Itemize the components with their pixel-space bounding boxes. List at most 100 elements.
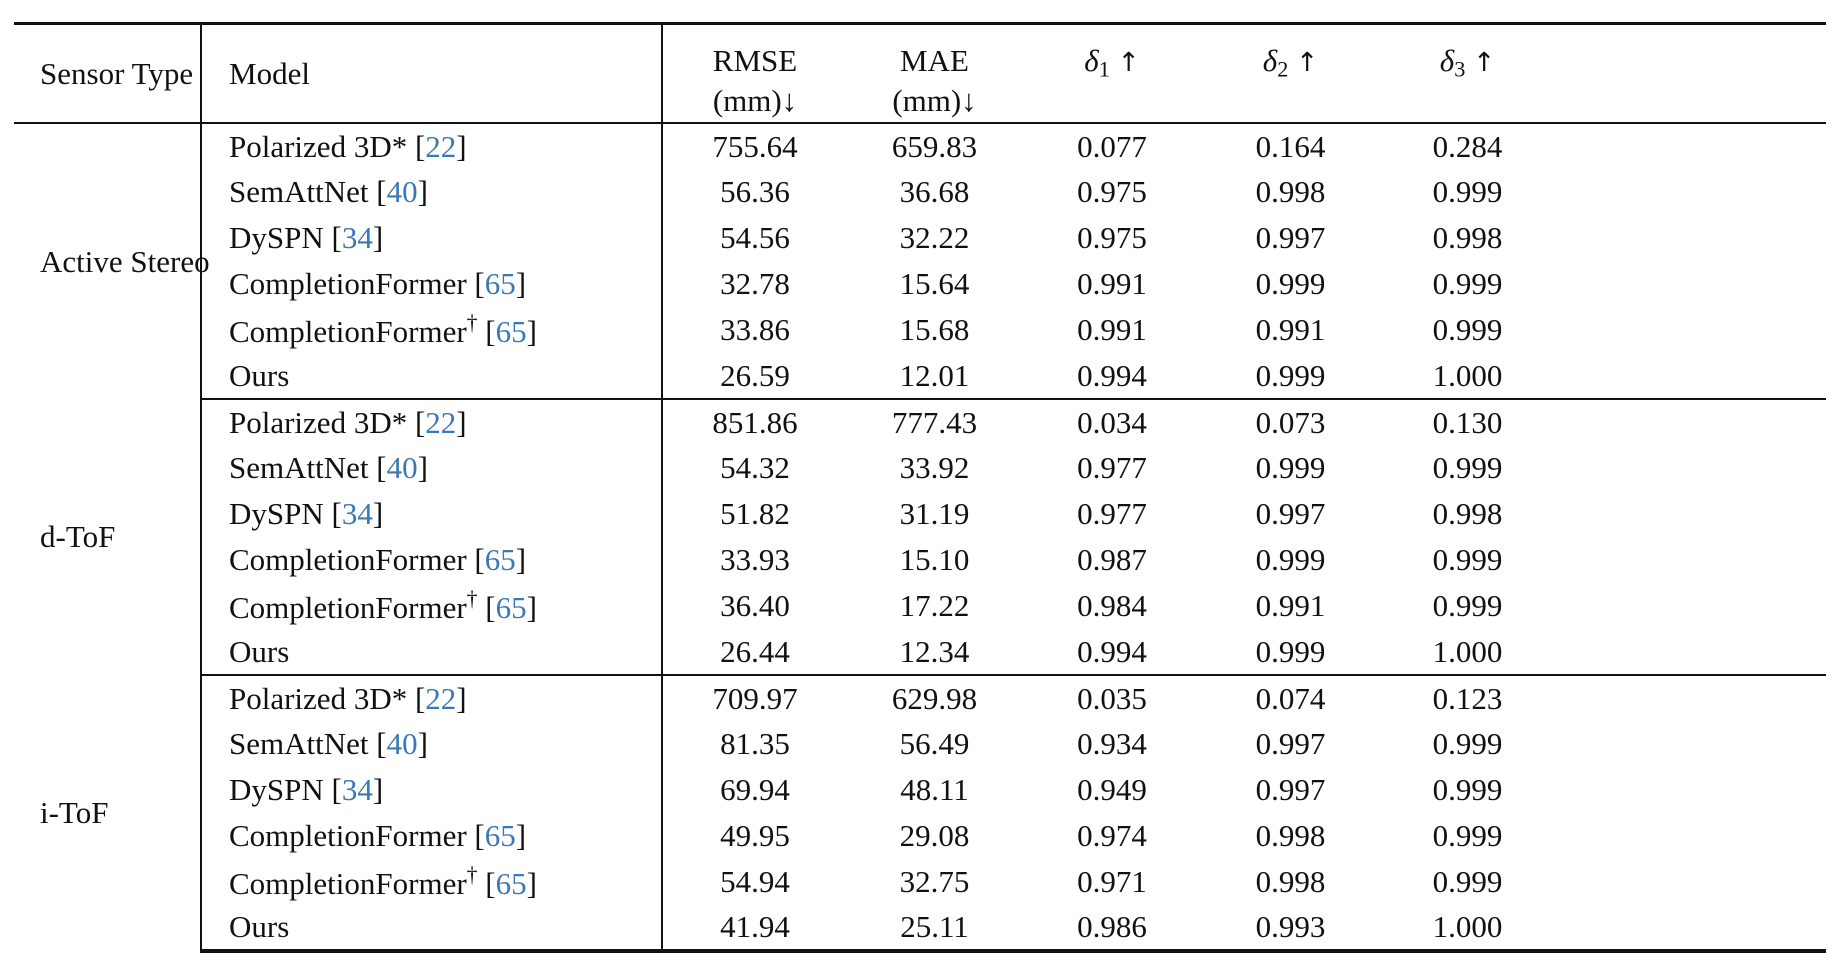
rmse-cell: 26.59 xyxy=(662,352,847,400)
model-cell: SemAttNet [40] xyxy=(201,444,663,491)
delta3-cell: 1.000 xyxy=(1379,628,1556,676)
delta1-symbol: δ xyxy=(1084,43,1099,78)
header-sensor-type: Sensor Type xyxy=(14,22,202,124)
delta1-cell: 0.949 xyxy=(1077,772,1147,807)
spacer-cell xyxy=(1556,445,1826,491)
delta3-subscript: 3 xyxy=(1454,56,1466,82)
table-row: SemAttNet [40] 56.36 36.68 0.975 0.998 0.999 xyxy=(14,168,1826,215)
citation-ref: 34 xyxy=(341,496,373,531)
delta1-cell: 0.986 xyxy=(1022,904,1202,953)
spacer-cell xyxy=(1556,859,1826,905)
model-cell: Ours xyxy=(201,628,663,676)
model-name: Ours xyxy=(229,909,290,944)
delta2-cell: 0.999 xyxy=(1202,352,1379,400)
citation-ref: 65 xyxy=(495,589,527,625)
mae-cell: 32.75 xyxy=(899,864,970,899)
model-cell: CompletionFormer [65] xyxy=(201,260,663,307)
rmse-cell: 33.93 xyxy=(720,542,790,577)
citation-ref: 22 xyxy=(425,680,457,716)
delta2-cell: 0.997 xyxy=(1255,496,1326,531)
citation-ref: 40 xyxy=(386,450,418,485)
model-cell: Polarized 3D* [22] xyxy=(201,674,663,721)
model-cell: CompletionFormer† [65] xyxy=(201,858,663,905)
table-row: DySPN [34] 69.94 48.11 0.949 0.997 0.999 xyxy=(14,766,1826,813)
mae-cell: 659.83 xyxy=(891,128,978,164)
rmse-cell: 56.36 xyxy=(720,174,790,209)
mae-cell: 32.22 xyxy=(899,220,970,255)
delta3-cell: 0.998 xyxy=(1432,496,1503,531)
delta2-cell: 0.991 xyxy=(1255,588,1326,623)
table-row: CompletionFormer† [65] 33.86 15.68 0.991 0.9… xyxy=(14,306,1826,353)
citation-ref: 22 xyxy=(425,404,457,440)
spacer-cell xyxy=(1556,813,1826,859)
table-row: SemAttNet [40] 54.32 33.92 0.977 0.999 0.999 xyxy=(14,444,1826,491)
model-cell: CompletionFormer† [65] xyxy=(201,582,663,629)
spacer-cell xyxy=(1556,261,1826,307)
model-cell: CompletionFormer [65] xyxy=(201,812,663,859)
table-row: SemAttNet [40] 81.35 56.49 0.934 0.997 0.999 xyxy=(14,720,1826,767)
delta2-cell: 0.997 xyxy=(1255,220,1326,255)
mae-cell: 36.68 xyxy=(899,174,970,209)
model-name: SemAttNet xyxy=(229,174,369,209)
table-row: Ours 41.94 25.11 0.986 0.993 1.000 xyxy=(14,904,1826,953)
delta1-cell: 0.991 xyxy=(1077,312,1147,347)
delta3-cell: 0.284 xyxy=(1432,128,1503,164)
model-name: SemAttNet xyxy=(229,726,369,761)
table-row: CompletionFormer† [65] 36.40 17.22 0.984 0.9… xyxy=(14,582,1826,629)
delta3-cell: 0.999 xyxy=(1432,772,1503,807)
header-model: Model xyxy=(201,22,663,124)
rmse-cell: 41.94 xyxy=(662,904,847,953)
delta2-cell: 0.998 xyxy=(1255,174,1326,209)
spacer-cell xyxy=(1556,675,1826,721)
delta2-cell: 0.991 xyxy=(1255,312,1326,347)
table-row: CompletionFormer [65] 32.78 15.64 0.991 0.99… xyxy=(14,260,1826,307)
model-cell: Ours xyxy=(201,352,663,400)
spacer-cell xyxy=(1556,537,1826,583)
mae-cell: 48.11 xyxy=(900,772,969,807)
citation-ref: 40 xyxy=(386,174,418,209)
delta1-cell: 0.974 xyxy=(1077,818,1147,853)
mae-cell: 15.68 xyxy=(899,312,970,347)
mae-cell: 629.98 xyxy=(891,680,978,716)
table-row: i-ToF Polarized 3D* [22] 709.97 629.98 0.035… xyxy=(14,674,1826,951)
model-name: CompletionFormer xyxy=(229,313,467,349)
header-model-label: Model xyxy=(229,55,310,91)
rmse-cell: 755.64 xyxy=(712,128,798,164)
delta2-cell: 0.997 xyxy=(1255,726,1326,761)
mae-cell: 15.10 xyxy=(899,542,970,577)
delta2-subscript: 2 xyxy=(1277,56,1289,82)
spacer-cell xyxy=(1556,721,1826,767)
mae-cell: 777.43 xyxy=(891,404,978,440)
citation-ref: 40 xyxy=(386,726,418,761)
spacer-cell xyxy=(1556,628,1826,676)
table-row: Active Stereo Polarized 3D* [22] 755.64 659… xyxy=(14,122,1826,399)
rmse-cell: 851.86 xyxy=(712,404,798,440)
model-cell: DySPN [34] xyxy=(201,214,663,261)
spacer-cell xyxy=(1556,583,1826,629)
model-name: Polarized 3D* xyxy=(229,680,408,716)
delta1-cell: 0.035 xyxy=(1077,680,1147,716)
dagger-mark: † xyxy=(466,586,478,611)
model-name: SemAttNet xyxy=(229,450,369,485)
sensor-type-cell: i-ToF xyxy=(14,674,202,951)
spacer-cell xyxy=(1556,399,1826,445)
model-cell: Polarized 3D* [22] xyxy=(201,398,663,445)
model-name: Ours xyxy=(229,633,290,669)
spacer-cell xyxy=(1556,307,1826,353)
model-name: CompletionFormer xyxy=(229,865,467,901)
delta2-cell: 0.999 xyxy=(1255,266,1326,301)
delta3-cell: 0.999 xyxy=(1432,588,1503,623)
model-cell: Polarized 3D* [22] xyxy=(201,122,663,169)
delta3-symbol: δ xyxy=(1439,43,1455,78)
model-cell: CompletionFormer† [65] xyxy=(201,306,663,353)
sensor-type-cell: Active Stereo xyxy=(14,122,210,399)
header-delta1: δ1 ↑ xyxy=(1022,22,1202,124)
delta1-cell: 0.934 xyxy=(1077,726,1147,761)
spacer-cell xyxy=(1556,352,1826,400)
table-body: Active Stereo Polarized 3D* [22] 755.64 659… xyxy=(14,122,1826,953)
model-name: Polarized 3D* xyxy=(229,404,408,440)
citation-ref: 65 xyxy=(484,818,516,853)
delta3-cell: 0.999 xyxy=(1432,726,1503,761)
delta3-cell: 0.123 xyxy=(1432,680,1503,716)
delta1-cell: 0.034 xyxy=(1077,404,1147,440)
